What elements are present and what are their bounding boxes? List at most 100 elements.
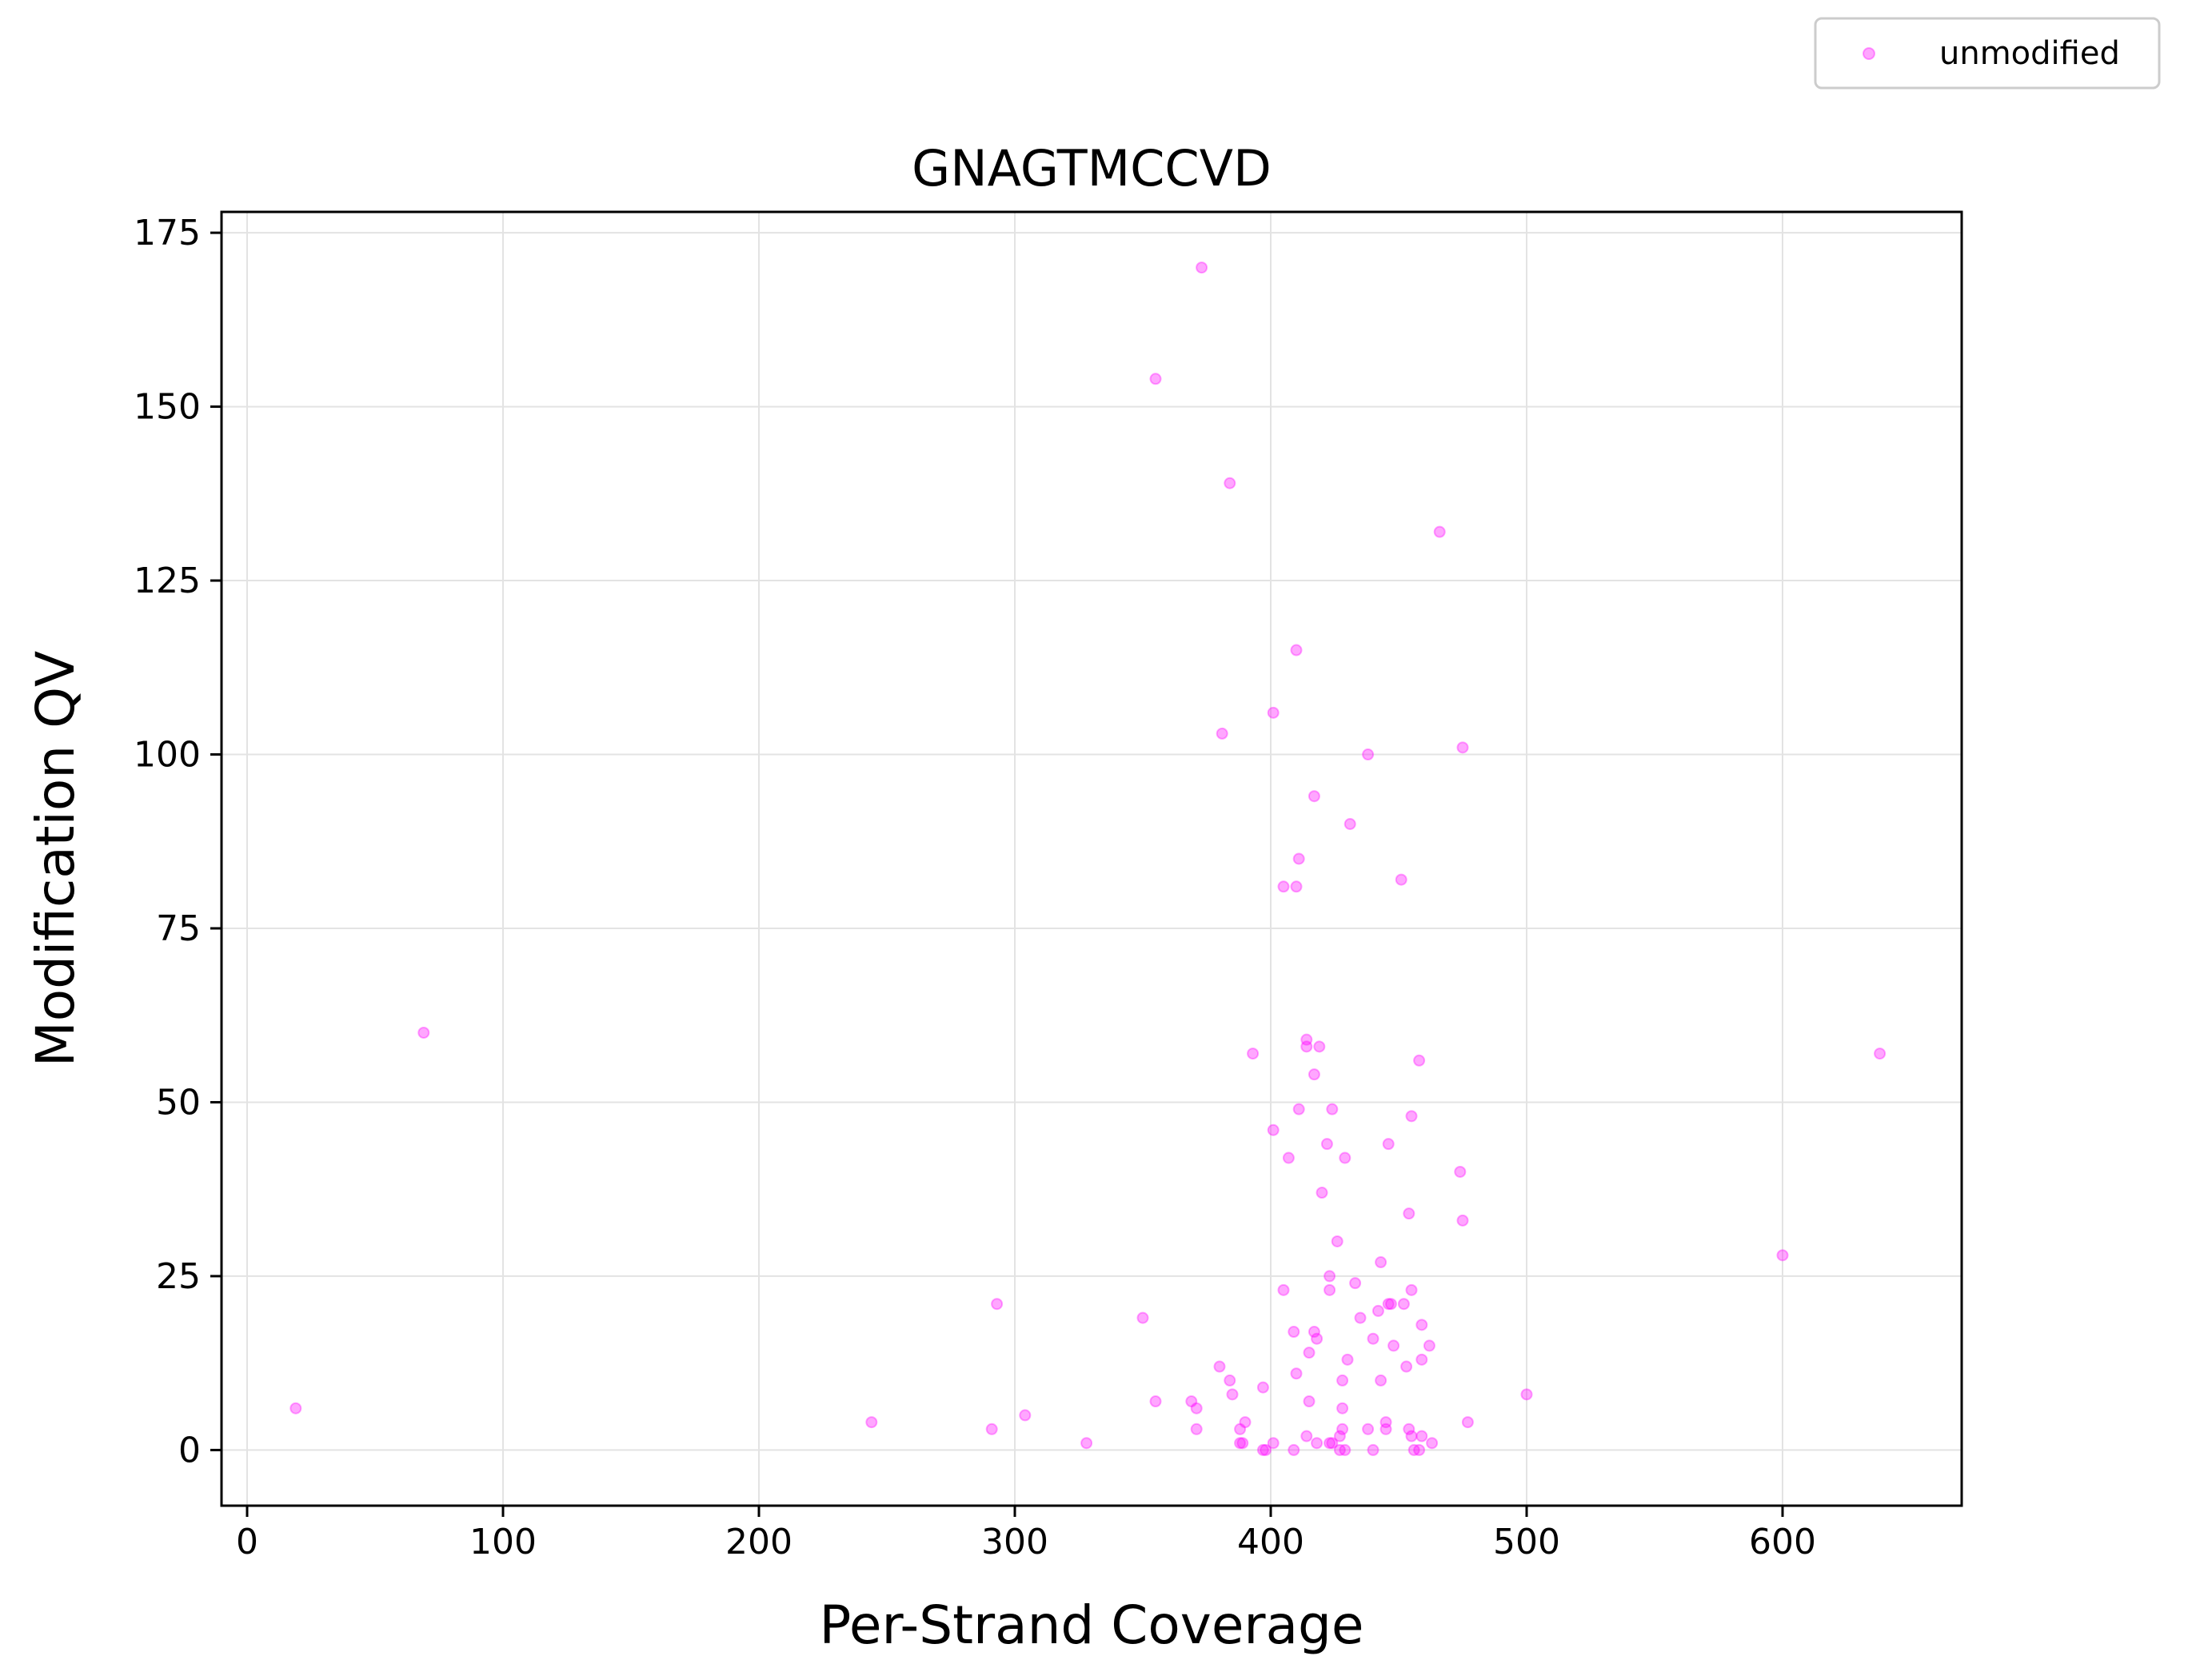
data-point	[1336, 1423, 1349, 1435]
y-axis-ticks: 0 25 50 75 100 125 150 175	[134, 213, 222, 1470]
data-point	[1292, 1103, 1305, 1115]
data-point	[1226, 1388, 1239, 1401]
data-point	[1324, 1437, 1336, 1450]
data-point	[1456, 1214, 1469, 1227]
data-point	[1282, 1151, 1295, 1164]
y-tick-label: 150	[134, 387, 201, 428]
data-point	[1776, 1249, 1789, 1262]
data-point	[1413, 1054, 1426, 1067]
data-point	[417, 1026, 430, 1039]
data-point	[1382, 1138, 1395, 1151]
data-point	[1213, 1360, 1226, 1373]
data-point	[1405, 1430, 1418, 1443]
data-point	[1224, 1374, 1236, 1387]
data-point	[1454, 1165, 1467, 1178]
data-point	[1403, 1207, 1415, 1220]
data-point	[1292, 852, 1305, 865]
y-tick-label: 75	[156, 908, 201, 949]
x-tick-label: 400	[1237, 1522, 1304, 1562]
x-tick-label: 500	[1493, 1522, 1560, 1562]
data-point	[1267, 1437, 1280, 1450]
data-point	[1288, 1326, 1300, 1339]
data-point	[1456, 741, 1469, 754]
legend-box	[1814, 17, 2161, 90]
data-point	[1382, 1298, 1395, 1311]
data-point	[1136, 1311, 1149, 1324]
data-point	[1149, 373, 1162, 385]
chart-title: GNAGTMCCVD	[912, 139, 1272, 198]
data-point	[1256, 1381, 1269, 1394]
data-point	[1367, 1332, 1379, 1345]
data-point	[1379, 1423, 1392, 1435]
data-point	[1362, 748, 1375, 761]
x-axis-ticks: 0 100 200 300 400 500 600	[236, 1506, 1816, 1562]
data-point	[1320, 1138, 1333, 1151]
data-point	[1336, 1374, 1349, 1387]
x-axis-title: Per-Strand Coverage	[819, 1594, 1364, 1656]
data-point	[1379, 1416, 1392, 1429]
data-point	[1387, 1339, 1400, 1352]
data-point	[1415, 1430, 1428, 1443]
y-tick-label: 50	[156, 1082, 201, 1123]
data-point	[1375, 1374, 1387, 1387]
data-point	[1339, 1151, 1352, 1164]
data-point	[1520, 1388, 1533, 1401]
data-point	[1367, 1443, 1379, 1456]
data-point	[1395, 873, 1407, 886]
data-point	[1290, 1367, 1303, 1380]
data-point	[1333, 1430, 1346, 1443]
data-point	[1190, 1423, 1203, 1435]
data-point	[289, 1402, 302, 1415]
data-point	[1300, 1040, 1313, 1053]
data-point	[1415, 1353, 1428, 1366]
data-point	[1308, 1068, 1320, 1081]
data-point	[1256, 1443, 1269, 1456]
data-point	[1308, 1326, 1320, 1339]
data-point	[1185, 1395, 1198, 1408]
data-point	[1874, 1048, 1887, 1060]
data-point	[1336, 1402, 1349, 1415]
data-point	[1290, 880, 1303, 893]
data-point	[1413, 1443, 1426, 1456]
y-tick-label: 175	[134, 213, 201, 253]
data-point	[1247, 1048, 1260, 1060]
data-point	[1311, 1437, 1324, 1450]
data-point	[1324, 1270, 1336, 1283]
y-axis-title: Modification QV	[25, 651, 86, 1067]
data-point	[1300, 1430, 1313, 1443]
data-point	[1316, 1187, 1328, 1199]
data-point	[1354, 1311, 1367, 1324]
data-point	[1384, 1298, 1397, 1311]
grid-lines	[222, 212, 1962, 1506]
data-point	[1344, 818, 1356, 831]
legend: unmodified	[1814, 17, 2161, 90]
data-point	[1216, 727, 1228, 740]
data-point	[1461, 1416, 1474, 1429]
data-point	[1236, 1437, 1249, 1450]
data-point	[1362, 1423, 1375, 1435]
data-point	[865, 1416, 878, 1429]
data-point	[1331, 1235, 1344, 1247]
data-point	[985, 1423, 998, 1435]
data-point	[1277, 1283, 1290, 1296]
data-point	[1339, 1443, 1352, 1456]
data-point	[1303, 1347, 1316, 1359]
data-point	[1405, 1283, 1418, 1296]
data-point	[1423, 1339, 1435, 1352]
data-point	[1403, 1423, 1415, 1435]
data-point	[1326, 1103, 1339, 1115]
data-point	[1400, 1360, 1413, 1373]
data-point	[1267, 706, 1280, 719]
plot-frame	[220, 210, 1963, 1507]
y-tick-label: 25	[156, 1256, 201, 1297]
data-point	[1303, 1395, 1316, 1408]
data-point	[1267, 1123, 1280, 1136]
x-tick-label: 200	[725, 1522, 793, 1562]
data-point	[1308, 790, 1320, 803]
data-point	[1324, 1283, 1336, 1296]
y-tick-label: 0	[178, 1430, 201, 1470]
data-points	[289, 261, 1887, 1456]
x-tick-label: 600	[1749, 1522, 1816, 1562]
data-point	[1277, 880, 1290, 893]
